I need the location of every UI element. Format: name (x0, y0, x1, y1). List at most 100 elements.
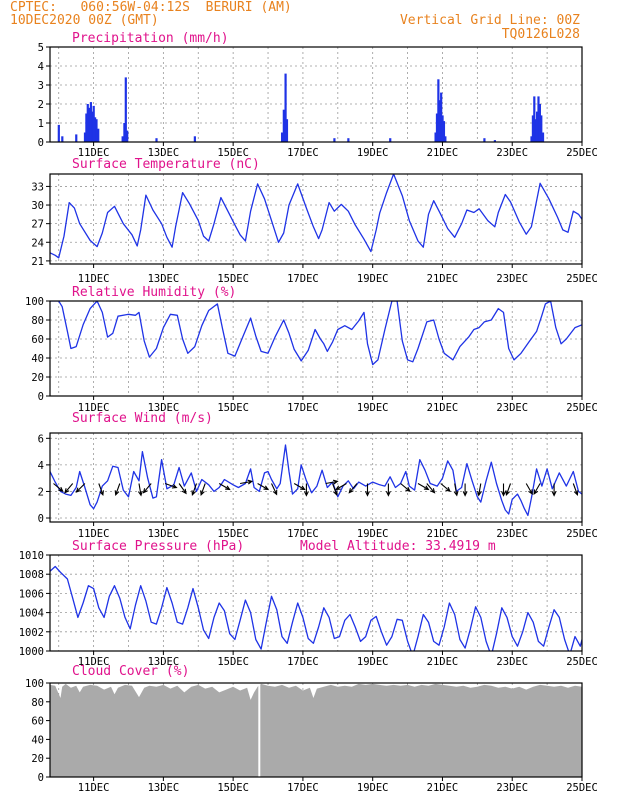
cloud-cover-area (50, 683, 582, 777)
wind-arrow (191, 483, 198, 497)
y-tick-label: 1008 (19, 569, 44, 581)
chart-subtitle: Model Altitude: 33.4919 m (300, 539, 496, 554)
x-tick-label: 23DEC (496, 528, 528, 540)
precipitation-bar (75, 134, 78, 142)
y-tick-label: 100 (25, 296, 44, 308)
x-tick-label: 19DEC (357, 273, 389, 285)
precipitation-bar (285, 119, 289, 142)
precipitation-bar (530, 136, 533, 142)
precipitation-bar (97, 128, 100, 142)
y-tick-label: 24 (31, 237, 44, 249)
wind-arrow (271, 483, 278, 496)
x-tick-label: 13DEC (148, 528, 180, 540)
y-tick-label: 80 (31, 697, 44, 709)
precipitation-bar (282, 109, 285, 142)
chart-title: Cloud Cover (%) (72, 664, 189, 679)
precipitation-bar (437, 79, 440, 142)
wind-arrow (533, 483, 541, 496)
y-tick-label: 1004 (19, 608, 44, 620)
y-tick-label: 80 (31, 315, 44, 327)
wind-arrow (440, 483, 451, 493)
y-tick-label: 60 (31, 716, 44, 728)
plot-frame (49, 432, 583, 523)
y-tick-label: 4 (38, 460, 44, 472)
y-tick-label: 4 (38, 61, 44, 73)
precipitation-bar (493, 140, 496, 142)
y-tick-label: 20 (31, 372, 44, 384)
x-tick-label: 13DEC (148, 656, 180, 668)
x-tick-label: 23DEC (496, 402, 528, 414)
precipitation-bar (541, 132, 545, 142)
x-tick-label: 19DEC (357, 147, 389, 159)
x-tick-label: 17DEC (287, 782, 319, 794)
x-tick-label: 13DEC (148, 782, 180, 794)
y-tick-label: 0 (38, 513, 44, 525)
y-tick-label: 1002 (19, 627, 44, 639)
series-line (50, 565, 582, 651)
x-tick-label: 23DEC (496, 656, 528, 668)
wind-arrow (400, 483, 411, 493)
y-tick-label: 33 (31, 181, 44, 193)
x-tick-label: 23DEC (496, 147, 528, 159)
x-tick-label: 21DEC (427, 782, 459, 794)
y-tick-label: 30 (31, 200, 44, 212)
x-tick-label: 15DEC (217, 782, 249, 794)
x-tick-label: 11DEC (78, 656, 110, 668)
wind-arrow (348, 483, 358, 494)
y-tick-label: 1 (38, 118, 44, 130)
precipitation-bar (88, 107, 91, 142)
precipitation-bar (193, 136, 196, 142)
wind-arrow (453, 483, 459, 497)
y-tick-label: 1000 (19, 646, 44, 658)
y-tick-label: 0 (38, 137, 44, 149)
x-tick-label: 13DEC (148, 402, 180, 414)
wind-arrow (476, 483, 482, 497)
x-tick-label: 25DEC (566, 273, 598, 285)
precipitation-bar (533, 96, 536, 142)
wind-arrow (164, 482, 178, 489)
wind-arrow (525, 483, 533, 496)
wind-arrow (178, 483, 187, 495)
wind-arrow (75, 483, 86, 493)
precipitation-bar (537, 96, 540, 142)
wind-arrow (572, 483, 579, 497)
x-tick-label: 17DEC (287, 656, 319, 668)
x-tick-label: 15DEC (217, 273, 249, 285)
y-tick-label: 2 (38, 486, 44, 498)
precipitation-bar (126, 130, 129, 142)
wind-arrow (325, 479, 339, 485)
x-tick-label: 19DEC (357, 402, 389, 414)
y-tick-label: 40 (31, 734, 44, 746)
wind-arrow (200, 483, 206, 496)
wind-arrow (385, 483, 391, 497)
chart-title: Precipitation (mm/h) (72, 31, 229, 46)
precipitation-bar (83, 132, 87, 142)
plot-frame (49, 554, 583, 652)
x-tick-label: 21DEC (427, 528, 459, 540)
wind-arrow (426, 483, 436, 494)
header-station-line: CPTEC: 060:56W-04:12S BERURI (AM) (10, 0, 292, 15)
precipitation-bar (124, 77, 127, 142)
precipitation-bar (95, 119, 98, 142)
precipitation-bar (435, 113, 439, 142)
y-tick-label: 100 (25, 678, 44, 690)
precipitation-bar (535, 111, 539, 142)
precipitation-bar (347, 138, 350, 142)
x-tick-label: 21DEC (427, 147, 459, 159)
y-tick-label: 5 (38, 42, 44, 54)
header-date-line: 10DEC2020 00Z (GMT) (10, 13, 159, 28)
x-tick-label: 15DEC (217, 402, 249, 414)
wind-arrow (505, 483, 512, 496)
x-tick-label: 11DEC (78, 528, 110, 540)
precipitation-bar (85, 113, 88, 142)
precipitation-bar (86, 104, 89, 142)
chart-title: Relative Humidity (%) (72, 285, 236, 300)
wind-arrow (257, 483, 270, 491)
wind-arrow (53, 483, 64, 493)
precipitation-bar (483, 138, 486, 142)
x-tick-label: 21DEC (427, 273, 459, 285)
x-tick-label: 17DEC (287, 528, 319, 540)
precipitation-bar (540, 115, 543, 142)
y-tick-label: 0 (38, 772, 44, 784)
